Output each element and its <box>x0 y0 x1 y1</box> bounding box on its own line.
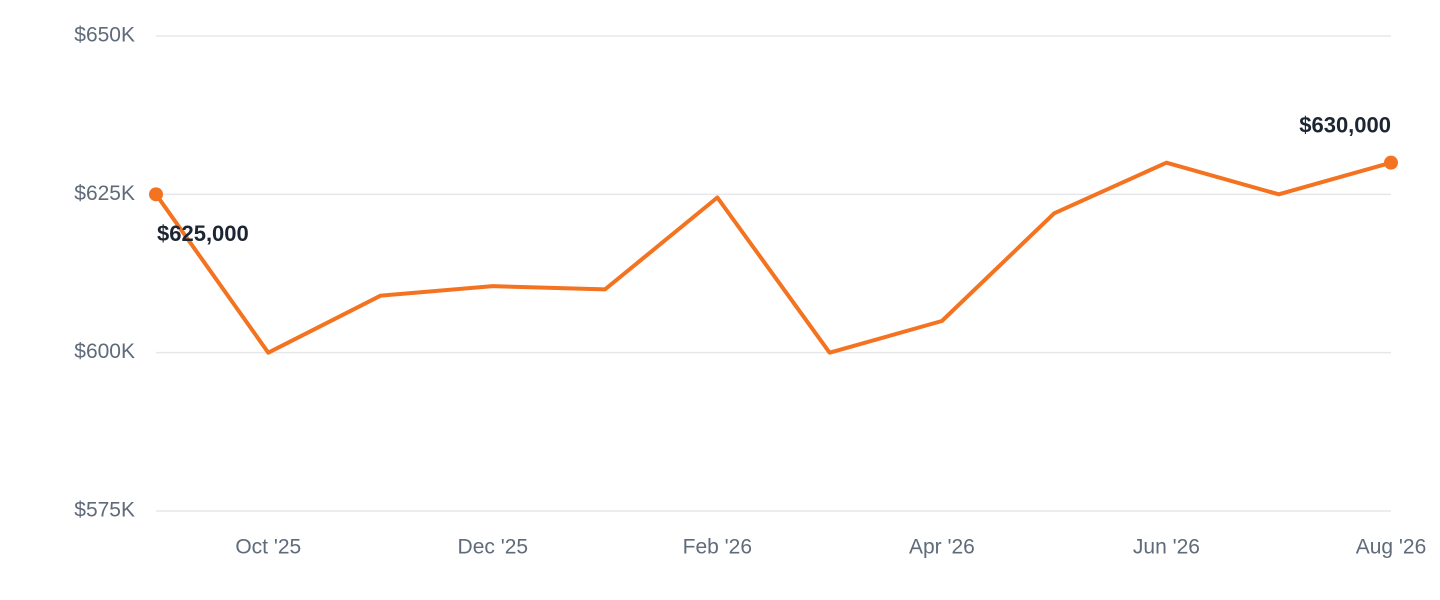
x-tick-label: Apr '26 <box>909 536 975 559</box>
y-tick-label: $650K <box>74 24 135 47</box>
line <box>154 160 1392 355</box>
x-tick-label: Oct '25 <box>235 536 301 559</box>
value-label: $625,000 <box>157 221 249 246</box>
point-marker <box>149 187 163 202</box>
y-tick-label: $600K <box>74 340 135 363</box>
x-tick-label: Aug '26 <box>1356 536 1427 559</box>
y-tick-label: $625K <box>74 182 135 205</box>
value-label: $630,000 <box>1299 112 1391 137</box>
y-tick-label: $575K <box>74 499 135 522</box>
x-tick-label: Dec '25 <box>458 536 529 559</box>
point-marker <box>1384 155 1398 170</box>
x-tick-label: Jun '26 <box>1133 536 1200 559</box>
x-tick-label: Feb '26 <box>683 536 752 559</box>
